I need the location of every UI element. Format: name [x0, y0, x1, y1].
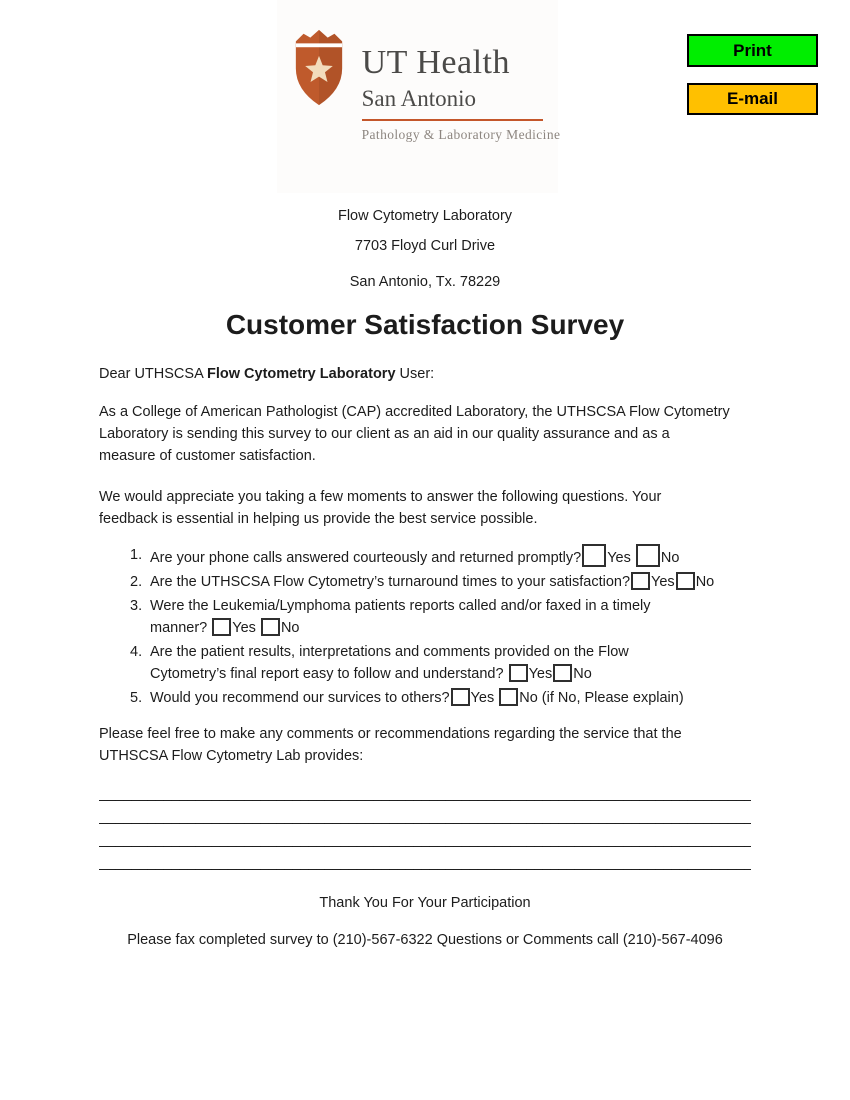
- shield-icon: [295, 29, 342, 106]
- question-number: 2.: [130, 574, 143, 590]
- yes-label: Yes: [528, 666, 553, 682]
- yes-label: Yes: [651, 574, 675, 590]
- greeting: Dear UTHSCSA Flow Cytometry Laboratory U…: [99, 363, 751, 385]
- fax-instructions: Please fax completed survey to (210)-567…: [127, 932, 723, 948]
- question-text: Are your phone calls answered courteousl…: [150, 550, 582, 566]
- q3-no-checkbox[interactable]: [260, 618, 280, 636]
- question-text-cont: manner?: [150, 620, 212, 636]
- question-number: 4.: [130, 644, 143, 660]
- appreciate-paragraph: We would appreciate you taking a few mom…: [99, 489, 662, 527]
- q3-yes-checkbox[interactable]: [212, 618, 232, 636]
- comment-line: ________________________________________…: [99, 832, 751, 848]
- brand-name: UT Health: [361, 44, 510, 81]
- comment-line: ________________________________________…: [99, 809, 751, 825]
- intro-paragraph: As a College of American Pathologist (CA…: [99, 404, 730, 464]
- q2-yes-checkbox[interactable]: [631, 572, 651, 590]
- question-text-cont: Cytometry’s final report easy to follow …: [150, 666, 508, 682]
- address-line-lab: Flow Cytometry Laboratory: [337, 208, 513, 224]
- greeting-bold: Flow Cytometry Laboratory: [206, 366, 396, 382]
- question-number: 3.: [130, 598, 143, 614]
- address-line-street: 7703 Floyd Curl Drive: [354, 238, 496, 254]
- no-label: No: [519, 690, 538, 706]
- yes-label: Yes: [232, 620, 256, 636]
- q1-no-checkbox[interactable]: [635, 544, 660, 567]
- question-text: Were the Leukemia/Lymphoma patients repo…: [150, 598, 651, 614]
- question-number: 5.: [130, 690, 143, 706]
- yes-label: Yes: [470, 690, 495, 706]
- q4-yes-checkbox[interactable]: [508, 664, 528, 682]
- q2-no-checkbox[interactable]: [675, 572, 695, 590]
- no-label: No: [280, 620, 300, 636]
- department-name: Pathology & Laboratory Medicine: [361, 127, 561, 142]
- print-button[interactable]: Print: [687, 34, 818, 67]
- question-4: 4. Are the patient results, interpretati…: [99, 641, 751, 685]
- question-suffix: (if No, Please explain): [537, 690, 684, 706]
- no-label: No: [660, 550, 680, 566]
- address-line-city: San Antonio, Tx. 78229: [349, 274, 501, 290]
- question-text: Would you recommend our survices to othe…: [150, 690, 450, 706]
- question-5: 5. Would you recommend our survices to o…: [99, 687, 751, 709]
- question-3: 3. Were the Leukemia/Lymphoma patients r…: [99, 595, 751, 639]
- question-1: 1. Are your phone calls answered courteo…: [99, 544, 751, 569]
- logo: UT Health San Antonio Pathology & Labora…: [0, 0, 850, 143]
- comment-lines: ________________________________________…: [99, 783, 751, 875]
- question-2: 2. Are the UTHSCSA Flow Cytometry’s turn…: [99, 571, 751, 593]
- question-number: 1.: [130, 547, 143, 563]
- page-title: Customer Satisfaction Survey: [225, 309, 625, 340]
- q4-no-checkbox[interactable]: [553, 664, 573, 682]
- q1-yes-checkbox[interactable]: [582, 544, 607, 567]
- comment-line: ________________________________________…: [99, 786, 751, 802]
- email-button[interactable]: E-mail: [687, 83, 818, 115]
- greeting-prefix: Dear UTHSCSA: [99, 366, 207, 382]
- yes-label: Yes: [607, 550, 631, 566]
- q5-no-checkbox[interactable]: [499, 688, 519, 706]
- greeting-suffix: User:: [395, 366, 435, 382]
- comment-line: ________________________________________…: [99, 855, 751, 871]
- question-list: 1. Are your phone calls answered courteo…: [99, 544, 751, 709]
- question-text: Are the patient results, interpretations…: [150, 644, 629, 660]
- q5-yes-checkbox[interactable]: [450, 688, 470, 706]
- comments-intro: Please feel free to make any comments or…: [99, 726, 682, 764]
- thank-you-line: Thank You For Your Participation: [319, 895, 531, 911]
- no-label: No: [695, 574, 715, 590]
- brand-city: San Antonio: [361, 86, 476, 111]
- brand-divider: [361, 119, 543, 121]
- question-text: Are the UTHSCSA Flow Cytometry’s turnaro…: [150, 574, 631, 590]
- no-label: No: [573, 666, 592, 682]
